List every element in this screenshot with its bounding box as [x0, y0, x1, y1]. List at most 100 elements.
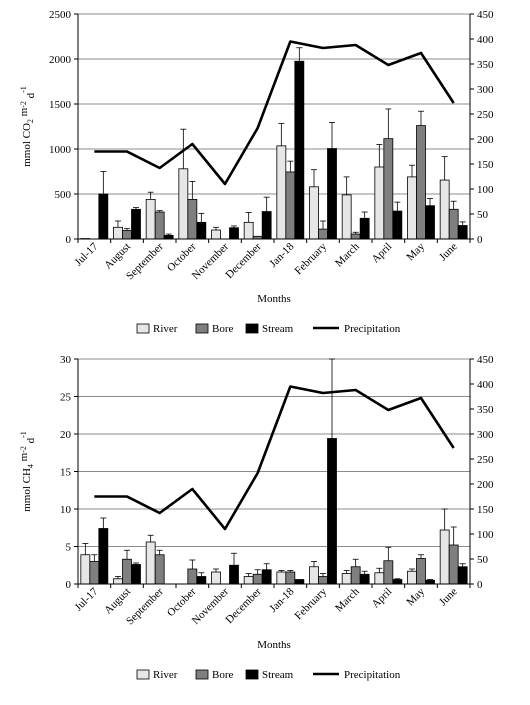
bar-bore	[89, 561, 100, 585]
y-axis-label-part: mmol CH	[21, 468, 33, 512]
y-axis-label-part: d	[25, 437, 37, 446]
y-tick-label: 10	[60, 504, 72, 516]
co2-flux-chart: 0 500 1000 1500 2000 2500 0 50 100 150 200 250 300 35…	[18, 9, 494, 335]
y2-tick-label: 300	[477, 84, 494, 96]
y-tick-label: 1000	[49, 144, 72, 156]
x-tick-label: December	[223, 240, 264, 281]
bar-river	[113, 578, 123, 585]
x-tick-label: February	[293, 240, 330, 277]
y2-tick-label: 250	[477, 109, 494, 121]
bar-stream	[196, 221, 207, 240]
bar-bore	[383, 138, 394, 240]
bar-bore	[416, 125, 426, 240]
bar-stream	[457, 566, 468, 585]
bar-bore	[448, 544, 459, 585]
x-tick-label: August	[102, 586, 133, 617]
x-tick-label: Jul-17	[73, 240, 101, 268]
y2-tick-label: 0	[477, 234, 483, 246]
y-tick-label: 0	[66, 579, 72, 591]
legend-label-river: River	[153, 669, 178, 681]
y-axis-label-part: -1	[19, 431, 28, 438]
y2-tick-label: 450	[477, 9, 494, 21]
legend-label-stream: Stream	[262, 323, 294, 335]
y-axis-label-part: mmol CO	[21, 123, 33, 167]
y2-tick-label: 200	[477, 134, 494, 146]
x-tick-label: Jan-18	[267, 585, 297, 615]
y-tick-label: 1500	[49, 99, 72, 111]
y-tick-label: 2500	[49, 9, 72, 21]
bar-stream	[327, 438, 337, 585]
legend-label-river: River	[153, 323, 178, 335]
bar-river	[80, 554, 91, 585]
bar-stream	[131, 208, 141, 240]
bar-bore	[187, 198, 198, 240]
bar-stream	[229, 227, 239, 240]
y-tick-label: 20	[60, 429, 72, 441]
bar-river	[178, 168, 189, 240]
legend: River Bore Stream Precipitation	[136, 669, 401, 681]
y-tick-label: 25	[60, 392, 72, 404]
y2-tick-label: 350	[477, 404, 494, 416]
y-axis-label: mmol CH4 m-2 d-1	[18, 431, 37, 512]
y-axis-label-part: 4	[26, 464, 35, 468]
x-tick-label: April	[370, 241, 395, 266]
x-tick-label: June	[437, 586, 460, 609]
bar-bore	[154, 554, 165, 585]
bar-river	[276, 571, 287, 585]
bar-bore	[187, 568, 198, 585]
y-tick-label: 15	[60, 467, 72, 479]
bar-stream	[359, 573, 370, 585]
y-axis-label-part: m	[18, 452, 30, 464]
y-axis-label-part: -2	[19, 446, 28, 453]
bar-bore	[350, 566, 361, 585]
bar-stream	[261, 211, 272, 240]
legend-label-stream: Stream	[262, 669, 294, 681]
y-tick-label: 0	[66, 234, 72, 246]
bar-river	[374, 572, 385, 585]
bar-bore	[285, 171, 296, 240]
bar-stream	[261, 569, 272, 585]
y-tick-label: 2000	[49, 54, 72, 66]
x-tick-label: Jan-18	[267, 240, 297, 270]
y-tick-label: 5	[66, 542, 72, 554]
bar-bore	[318, 576, 328, 585]
legend-swatch-river	[136, 669, 150, 680]
y2-tick-label: 100	[477, 184, 494, 196]
bar-stream	[457, 225, 468, 240]
bar-bore	[122, 230, 132, 240]
x-tick-label: Jul-17	[73, 585, 101, 613]
bar-bore	[448, 208, 459, 240]
legend-swatch-bore	[195, 669, 209, 680]
y2-tick-label: 0	[477, 579, 483, 591]
bar-river	[309, 186, 319, 240]
y-axis-label-part: d	[25, 92, 37, 101]
bar-bore	[122, 558, 132, 585]
bar-river	[309, 566, 319, 585]
y-axis-label-part: m	[18, 107, 30, 119]
x-tick-label: April	[370, 586, 395, 611]
x-tick-label: May	[404, 585, 427, 608]
bar-stream	[196, 576, 207, 585]
bar-river	[243, 221, 254, 240]
x-tick-label: February	[293, 585, 330, 622]
legend-swatch-stream	[245, 323, 259, 334]
x-axis-label: Months	[257, 293, 291, 305]
bar-bore	[350, 233, 361, 240]
ch4-flux-chart: 051015202530050100150200250300350400450J…	[18, 354, 494, 681]
bar-river	[341, 573, 352, 585]
y2-tick-label: 150	[477, 504, 494, 516]
bar-bore	[285, 571, 296, 585]
y2-tick-label: 450	[477, 354, 494, 366]
bar-stream	[163, 234, 174, 240]
bar-river	[341, 194, 352, 240]
legend: River Bore Stream Precipitation	[136, 323, 401, 335]
bar-bore	[252, 573, 263, 585]
bar-river	[276, 145, 287, 240]
legend-swatch-river	[136, 323, 150, 334]
bar-stream	[327, 148, 337, 240]
x-tick-label: June	[437, 241, 460, 264]
bar-river	[439, 529, 450, 585]
bar-river	[439, 179, 450, 240]
y-axis-label-part: -2	[19, 101, 28, 108]
